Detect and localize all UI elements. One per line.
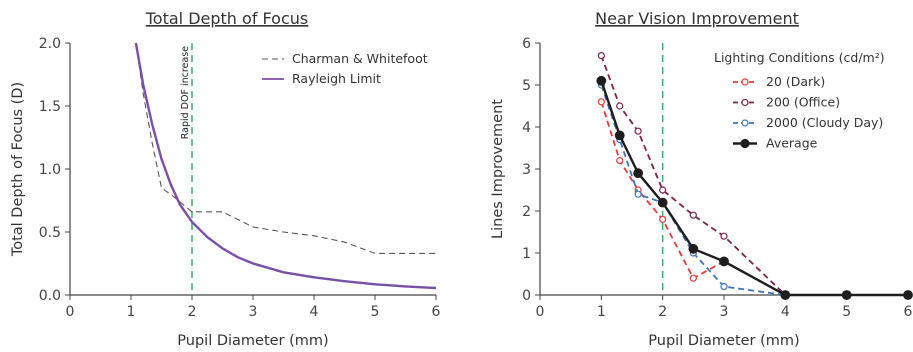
nvi-point-average (614, 130, 625, 141)
nvi-x-tick-label: 5 (842, 304, 851, 320)
nvi-legend-marker (740, 138, 750, 149)
nvi-x-tick-label: 2 (658, 304, 667, 320)
dof-series-line-rayleigh-limit (134, 42, 437, 290)
nvi-x-tick-label: 3 (720, 304, 729, 320)
nvi-point-20-dark (616, 157, 624, 165)
nvi-point-200-office (597, 51, 605, 60)
dof-x-axis-label: Pupil Diameter (mm) (177, 333, 328, 349)
nvi-point-200-office (659, 186, 667, 194)
dof-legend-label: Charman & Whitefoot (292, 51, 428, 66)
nvi-x-tick-label: 1 (597, 304, 606, 320)
nvi-series-line-average (600, 80, 908, 297)
dof-y-tick-label: 2.0 (39, 36, 61, 52)
nvi-x-axis-label: Pupil Diameter (mm) (648, 333, 799, 349)
nvi-legend-title: Lighting Conditions (cd/m²) (714, 50, 885, 65)
dof-y-tick-label: 1.5 (39, 99, 61, 115)
nvi-point-200-office (616, 102, 624, 110)
nvi-point-average (841, 290, 852, 300)
nvi-y-tick-label: 4 (522, 120, 531, 136)
nvi-y-axis-label: Lines Improvement (490, 99, 506, 239)
nvi-point-2000-cloudy-day (634, 190, 642, 198)
dof-x-tick-label: 4 (310, 304, 319, 320)
nvi-legend-label: 2000 (Cloudy Day) (766, 115, 883, 130)
nvi-legend-label: Average (766, 136, 818, 151)
dof-x-tick-label: 0 (66, 304, 75, 320)
dof-x-tick-label: 3 (249, 304, 258, 320)
nvi-point-average (657, 197, 668, 208)
dof-x-tick-label: 2 (188, 304, 197, 320)
nvi-series-line-200-office (600, 55, 786, 296)
nvi-title: Near Vision Improvement (595, 9, 799, 28)
nvi-y-tick-label: 6 (522, 36, 531, 52)
nvi-x-tick-label: 0 (536, 304, 545, 320)
dof-annotation: Rapid DOF increase (180, 46, 191, 139)
nvi-series-line-20-dark (600, 101, 786, 296)
nvi-point-200-office (689, 211, 697, 219)
dof-x-tick-label: 5 (371, 304, 380, 320)
nvi-y-tick-label: 1 (522, 246, 531, 262)
nvi-point-20-dark (597, 98, 605, 106)
dof-x-tick-label: 6 (432, 304, 441, 320)
nvi-y-tick-label: 2 (522, 204, 531, 220)
nvi-y-tick-label: 5 (522, 78, 531, 94)
dof-series-line-charman-whitefoot (135, 42, 436, 254)
nvi-point-2000-cloudy-day (720, 283, 728, 291)
dof-y-tick-label: 0.5 (39, 225, 61, 241)
nvi-y-tick-label: 3 (522, 162, 531, 178)
dof-y-tick-label: 1.0 (39, 162, 61, 178)
nvi-point-average (903, 290, 913, 300)
nvi-point-average (688, 243, 699, 254)
nvi-point-20-dark (689, 274, 697, 282)
nvi-point-200-office (720, 232, 728, 240)
nvi-legend-label: 20 (Dark) (766, 74, 825, 89)
nvi-x-tick-label: 6 (904, 304, 913, 320)
nvi-legend-marker (741, 78, 749, 86)
nvi-legend-marker (741, 98, 749, 107)
nvi-point-200-office (634, 127, 642, 135)
nvi-point-average (633, 168, 644, 179)
nvi-legend-marker (741, 119, 749, 127)
dof-x-tick-label: 1 (127, 304, 136, 320)
dof-y-axis-label: Total Depth of Focus (D) (10, 82, 26, 257)
nvi-series-line-2000-cloudy-day (600, 84, 786, 296)
nvi-x-tick-label: 4 (781, 304, 790, 320)
nvi-legend-label: 200 (Office) (766, 95, 840, 110)
dof-title: Total Depth of Focus (145, 9, 308, 28)
nvi-point-average (719, 256, 729, 267)
dof-y-tick-label: 0.0 (39, 288, 61, 304)
dof-legend-label: Rayleigh Limit (292, 71, 381, 86)
nvi-point-average (596, 75, 607, 86)
nvi-y-tick-label: 0 (522, 288, 531, 304)
nvi-point-20-dark (659, 215, 667, 223)
nvi-point-average (780, 290, 791, 300)
